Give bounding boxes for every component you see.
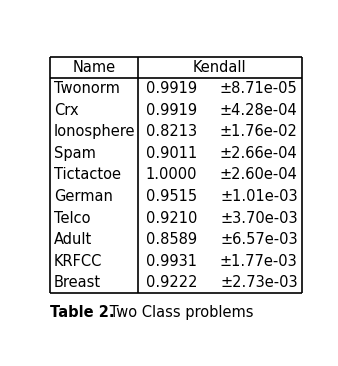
- Text: ±3.70e-03: ±3.70e-03: [220, 210, 298, 225]
- Text: ±1.76e-02: ±1.76e-02: [220, 124, 298, 139]
- Text: ±1.77e-03: ±1.77e-03: [220, 254, 298, 269]
- Text: KRFCC: KRFCC: [54, 254, 102, 269]
- Text: 0.9011: 0.9011: [146, 146, 197, 161]
- Text: ±2.66e-04: ±2.66e-04: [220, 146, 298, 161]
- Text: Breast: Breast: [54, 275, 101, 290]
- Text: Tictactoe: Tictactoe: [54, 168, 121, 183]
- Text: 0.9515: 0.9515: [146, 189, 197, 204]
- Text: Telco: Telco: [54, 210, 91, 225]
- Text: 0.9931: 0.9931: [146, 254, 197, 269]
- Text: ±8.71e-05: ±8.71e-05: [220, 81, 298, 96]
- Text: German: German: [54, 189, 113, 204]
- Text: ±1.01e-03: ±1.01e-03: [220, 189, 298, 204]
- Text: ±2.73e-03: ±2.73e-03: [220, 275, 298, 290]
- Text: ±4.28e-04: ±4.28e-04: [220, 103, 298, 118]
- Text: Crx: Crx: [54, 103, 79, 118]
- Text: ±6.57e-03: ±6.57e-03: [220, 232, 298, 247]
- Text: Table 2.: Table 2.: [50, 305, 115, 320]
- Text: 0.9222: 0.9222: [146, 275, 197, 290]
- Text: ±2.60e-04: ±2.60e-04: [220, 168, 298, 183]
- Text: Twonorm: Twonorm: [54, 81, 120, 96]
- Text: 0.9210: 0.9210: [146, 210, 197, 225]
- Text: 0.9919: 0.9919: [146, 103, 197, 118]
- Text: Two Class problems: Two Class problems: [105, 305, 254, 320]
- Text: Kendall: Kendall: [193, 60, 246, 75]
- Text: 0.8589: 0.8589: [146, 232, 197, 247]
- Text: Spam: Spam: [54, 146, 96, 161]
- Text: Name: Name: [72, 60, 116, 75]
- Text: 0.8213: 0.8213: [146, 124, 197, 139]
- Text: Adult: Adult: [54, 232, 92, 247]
- Text: Ionosphere: Ionosphere: [54, 124, 136, 139]
- Text: 1.0000: 1.0000: [146, 168, 197, 183]
- Text: 0.9919: 0.9919: [146, 81, 197, 96]
